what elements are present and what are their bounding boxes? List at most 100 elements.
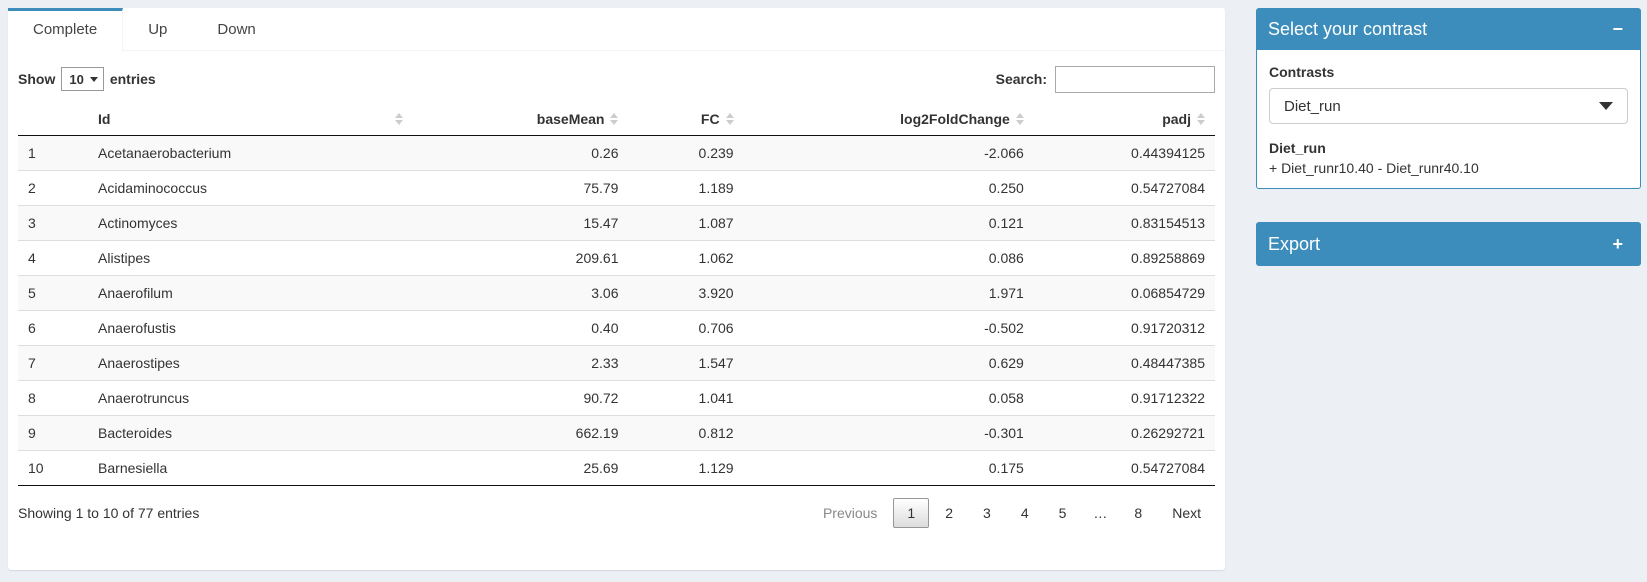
collapse-minus-icon[interactable]: − — [1606, 18, 1629, 40]
page-button-3[interactable]: 3 — [969, 498, 1005, 528]
column-header-log2foldchange[interactable]: log2FoldChange — [744, 103, 1034, 136]
page-button-previous[interactable]: Previous — [809, 498, 891, 528]
tab-down[interactable]: Down — [192, 8, 280, 50]
table-row: 6Anaerofustis0.400.706-0.5020.91720312 — [18, 311, 1215, 346]
page-button-5[interactable]: 5 — [1045, 498, 1081, 528]
cell-id: Actinomyces — [88, 206, 413, 241]
cell-log2foldchange: 0.629 — [744, 346, 1034, 381]
cell-log2foldchange: -2.066 — [744, 136, 1034, 171]
table-header-row: Id baseMean FC — [18, 103, 1215, 136]
page-button-1[interactable]: 1 — [893, 498, 929, 528]
cell-fc: 1.062 — [628, 241, 743, 276]
table-row: 7Anaerostipes2.331.5470.6290.48447385 — [18, 346, 1215, 381]
results-panel: Complete Up Down Show 10 entries Search: — [8, 8, 1225, 570]
cell-log2foldchange: 0.121 — [744, 206, 1034, 241]
cell-padj: 0.54727084 — [1034, 451, 1215, 486]
cell-padj: 0.91720312 — [1034, 311, 1215, 346]
column-header-label: log2FoldChange — [900, 111, 1010, 127]
page-length-select[interactable]: 10 — [61, 67, 103, 91]
cell-index: 4 — [18, 241, 88, 276]
cell-padj: 0.91712322 — [1034, 381, 1215, 416]
column-header-label: baseMean — [537, 111, 605, 127]
page-button-8[interactable]: 8 — [1120, 498, 1156, 528]
cell-id: Barnesiella — [88, 451, 413, 486]
tab-up[interactable]: Up — [123, 8, 192, 50]
table-row: 2Acidaminococcus75.791.1890.2500.5472708… — [18, 171, 1215, 206]
cell-padj: 0.06854729 — [1034, 276, 1215, 311]
cell-padj: 0.26292721 — [1034, 416, 1215, 451]
pagination: Previous12345…8Next — [807, 498, 1215, 528]
cell-basemean: 75.79 — [413, 171, 628, 206]
cell-log2foldchange: 0.175 — [744, 451, 1034, 486]
export-box-header[interactable]: Export + — [1256, 222, 1641, 266]
table-row: 10Barnesiella25.691.1290.1750.54727084 — [18, 451, 1215, 486]
tab-bar: Complete Up Down — [8, 8, 1225, 51]
cell-fc: 1.189 — [628, 171, 743, 206]
cell-fc: 0.706 — [628, 311, 743, 346]
cell-basemean: 0.26 — [413, 136, 628, 171]
cell-id: Anaerofilum — [88, 276, 413, 311]
column-header-basemean[interactable]: baseMean — [413, 103, 628, 136]
cell-log2foldchange: 1.971 — [744, 276, 1034, 311]
chevron-down-icon — [90, 77, 98, 82]
cell-fc: 1.129 — [628, 451, 743, 486]
cell-basemean: 662.19 — [413, 416, 628, 451]
column-header-id[interactable]: Id — [88, 103, 413, 136]
page-button-2[interactable]: 2 — [931, 498, 967, 528]
search-control: Search: — [996, 66, 1215, 93]
cell-basemean: 0.40 — [413, 311, 628, 346]
page-length-value: 10 — [69, 72, 83, 87]
cell-basemean: 2.33 — [413, 346, 628, 381]
contrast-box-title: Select your contrast — [1268, 19, 1427, 40]
chevron-down-icon — [1599, 102, 1613, 110]
cell-index: 9 — [18, 416, 88, 451]
search-input[interactable] — [1055, 66, 1215, 93]
tab-complete[interactable]: Complete — [8, 8, 123, 52]
contrast-box-header: Select your contrast − — [1256, 8, 1641, 50]
cell-index: 1 — [18, 136, 88, 171]
page-button-4[interactable]: 4 — [1007, 498, 1043, 528]
cell-index: 10 — [18, 451, 88, 486]
cell-fc: 0.239 — [628, 136, 743, 171]
cell-fc: 0.812 — [628, 416, 743, 451]
page-length-control: Show 10 entries — [18, 67, 156, 91]
table-row: 4Alistipes209.611.0620.0860.89258869 — [18, 241, 1215, 276]
sort-icon — [1016, 113, 1024, 125]
sort-icon — [726, 113, 734, 125]
contrast-box-body: Contrasts Diet_run Diet_run + Diet_runr1… — [1256, 50, 1641, 189]
cell-index: 2 — [18, 171, 88, 206]
cell-basemean: 90.72 — [413, 381, 628, 416]
table-body: 1Acetanaerobacterium0.260.239-2.0660.443… — [18, 136, 1215, 486]
cell-padj: 0.89258869 — [1034, 241, 1215, 276]
cell-padj: 0.44394125 — [1034, 136, 1215, 171]
column-header-padj[interactable]: padj — [1034, 103, 1215, 136]
contrast-formula: + Diet_runr10.40 - Diet_runr40.10 — [1269, 160, 1628, 176]
column-header-label: padj — [1162, 111, 1191, 127]
cell-index: 6 — [18, 311, 88, 346]
sort-icon — [1197, 113, 1205, 125]
cell-index: 7 — [18, 346, 88, 381]
page-button-next[interactable]: Next — [1158, 498, 1215, 528]
contrast-select-value: Diet_run — [1284, 98, 1341, 115]
column-header-fc[interactable]: FC — [628, 103, 743, 136]
cell-id: Acetanaerobacterium — [88, 136, 413, 171]
page-ellipsis: … — [1082, 498, 1118, 528]
cell-id: Acidaminococcus — [88, 171, 413, 206]
contrast-name: Diet_run — [1269, 140, 1628, 156]
cell-basemean: 209.61 — [413, 241, 628, 276]
contrast-select[interactable]: Diet_run — [1269, 88, 1628, 124]
cell-log2foldchange: -0.502 — [744, 311, 1034, 346]
cell-id: Alistipes — [88, 241, 413, 276]
collapse-plus-icon[interactable]: + — [1606, 233, 1629, 255]
cell-log2foldchange: 0.250 — [744, 171, 1034, 206]
cell-log2foldchange: 0.086 — [744, 241, 1034, 276]
cell-basemean: 25.69 — [413, 451, 628, 486]
cell-id: Anaerostipes — [88, 346, 413, 381]
show-label: Show — [18, 71, 55, 87]
search-label: Search: — [996, 71, 1047, 87]
entries-label: entries — [110, 71, 156, 87]
cell-basemean: 3.06 — [413, 276, 628, 311]
cell-index: 8 — [18, 381, 88, 416]
cell-id: Bacteroides — [88, 416, 413, 451]
cell-basemean: 15.47 — [413, 206, 628, 241]
